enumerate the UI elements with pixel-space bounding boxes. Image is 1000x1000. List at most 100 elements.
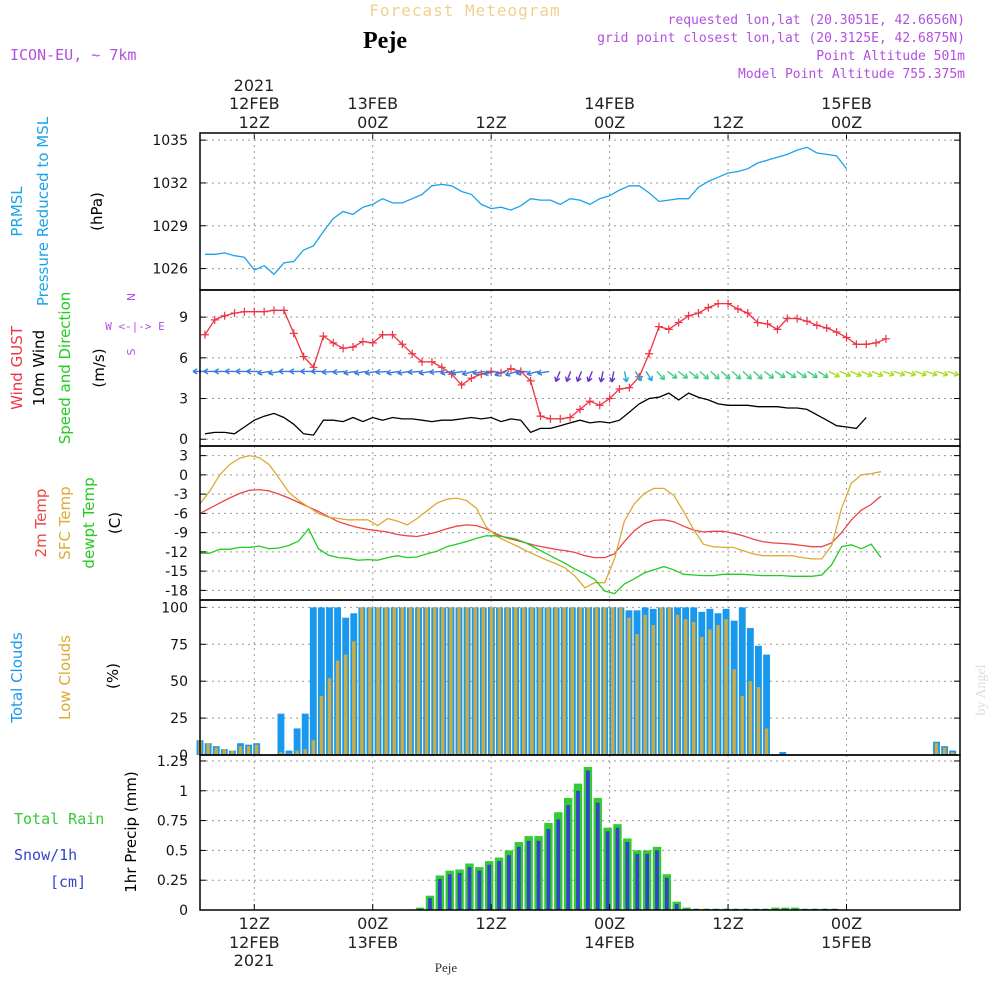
bar-clouds-1 (700, 636, 704, 755)
wind-arrow (645, 371, 653, 382)
panel-label-precip-2: [cm] (50, 873, 86, 891)
bar-clouds-1 (716, 625, 720, 755)
gust-point (852, 340, 861, 349)
panel-clouds: 0 25 50 75 100 Total Clouds Low Clouds (%) (8, 599, 961, 764)
bar-clouds-1 (651, 625, 655, 755)
gust-point (832, 328, 841, 337)
wind-arrow (224, 368, 238, 375)
bar-clouds-1 (578, 607, 583, 755)
wind-arrow (386, 369, 399, 376)
y-tick-label: -9 (174, 526, 188, 542)
y-tick-label: 9 (179, 310, 188, 326)
y-tick-label: 50 (170, 674, 188, 690)
gust-point (753, 318, 762, 327)
wind-arrow (710, 370, 720, 380)
bar-clouds-0 (285, 750, 293, 755)
bar-precip-1 (546, 828, 551, 910)
bar-clouds-1 (311, 740, 316, 755)
wind-arrow (860, 370, 873, 378)
bar-clouds-0 (277, 713, 285, 755)
bar-clouds-1 (279, 752, 283, 755)
y-tick-label: 1029 (152, 219, 188, 235)
y-tick-label: 1.25 (157, 754, 188, 770)
wind-arrow (515, 369, 528, 376)
unit-label-clouds: (%) (104, 663, 122, 689)
bottom-tick-hour: 12Z (712, 914, 743, 933)
gust-point (783, 314, 792, 323)
y-tick-label: 100 (161, 600, 188, 616)
bar-precip-1 (487, 864, 492, 910)
gust-point (378, 330, 387, 339)
gust-point (220, 311, 229, 320)
gust-point (279, 306, 288, 315)
bar-clouds-1 (538, 607, 542, 755)
bar-clouds-0 (317, 607, 325, 755)
wind-arrow (440, 369, 453, 376)
gust-point (605, 394, 614, 403)
gust-point (733, 304, 742, 313)
gust-point (506, 364, 515, 373)
wind-arrow (914, 370, 927, 377)
wind-arrow (505, 370, 518, 377)
bar-clouds-1 (416, 607, 421, 755)
series-line-wind-0 (204, 302, 887, 420)
forecast-title: Forecast Meteogram (369, 1, 560, 20)
y-tick-label: 1026 (152, 262, 188, 278)
bar-clouds-1 (562, 607, 566, 755)
series-line-temperature-2 (200, 527, 882, 595)
bar-clouds-1 (586, 607, 591, 755)
gust-point (743, 309, 752, 318)
bar-clouds-1 (449, 607, 453, 755)
compass-we: W <-|-> E (105, 320, 165, 333)
y-tick-label: 0 (179, 432, 188, 448)
bar-clouds-1 (327, 678, 332, 755)
bar-clouds-1 (934, 743, 939, 755)
y-tick-label: 1032 (152, 176, 188, 192)
bar-precip-1 (457, 873, 462, 910)
bar-clouds-1 (335, 660, 340, 755)
y-tick-label: 25 (170, 711, 188, 727)
gust-point (270, 306, 279, 315)
wind-arrow (354, 369, 367, 376)
gust-point (615, 385, 624, 394)
bottom-tick-day: 12FEB (229, 933, 280, 952)
gust-point (230, 309, 239, 318)
bar-clouds-1 (424, 607, 429, 755)
gust-point (260, 307, 269, 316)
bar-clouds-1 (481, 607, 485, 755)
bar-precip-1 (595, 802, 600, 910)
gust-point (803, 317, 812, 326)
bar-clouds-1 (489, 607, 494, 755)
bar-precip-1 (615, 827, 620, 910)
bar-clouds-1 (505, 607, 510, 755)
wind-arrow (450, 369, 464, 376)
model-name: ICON-EU, ~ 7km (10, 46, 136, 64)
wind-compass: N W <-|-> E S (105, 293, 165, 356)
gust-point (250, 307, 259, 316)
wind-arrow (214, 368, 227, 375)
y-tick-label: -15 (165, 564, 188, 580)
bar-clouds-0 (293, 728, 301, 755)
wind-arrow (893, 370, 906, 377)
wind-arrow (871, 370, 884, 378)
bar-precip-1 (645, 853, 650, 910)
bar-clouds-1 (522, 607, 526, 755)
grid-point-coords: grid point closest lon,lat (20.3125E, 42… (597, 31, 965, 46)
wind-arrow (731, 370, 742, 380)
bar-precip-1 (625, 842, 630, 910)
wind-arrow (332, 368, 345, 376)
gust-point (684, 311, 693, 320)
wind-arrow (839, 370, 852, 378)
bar-precip-1 (536, 840, 541, 910)
bar-precip-1 (526, 840, 531, 910)
gust-point (556, 414, 565, 423)
bottom-tick-hour: 12Z (476, 914, 507, 933)
gust-point (398, 340, 407, 349)
wind-arrow (817, 370, 829, 379)
bar-clouds-1 (206, 743, 210, 755)
wind-arrow (598, 371, 605, 383)
point-altitude: Point Altitude 501m (816, 49, 965, 64)
gust-point (339, 344, 348, 353)
top-tick-day: 15FEB (821, 94, 872, 113)
bottom-year-label: 2021 (234, 951, 275, 970)
